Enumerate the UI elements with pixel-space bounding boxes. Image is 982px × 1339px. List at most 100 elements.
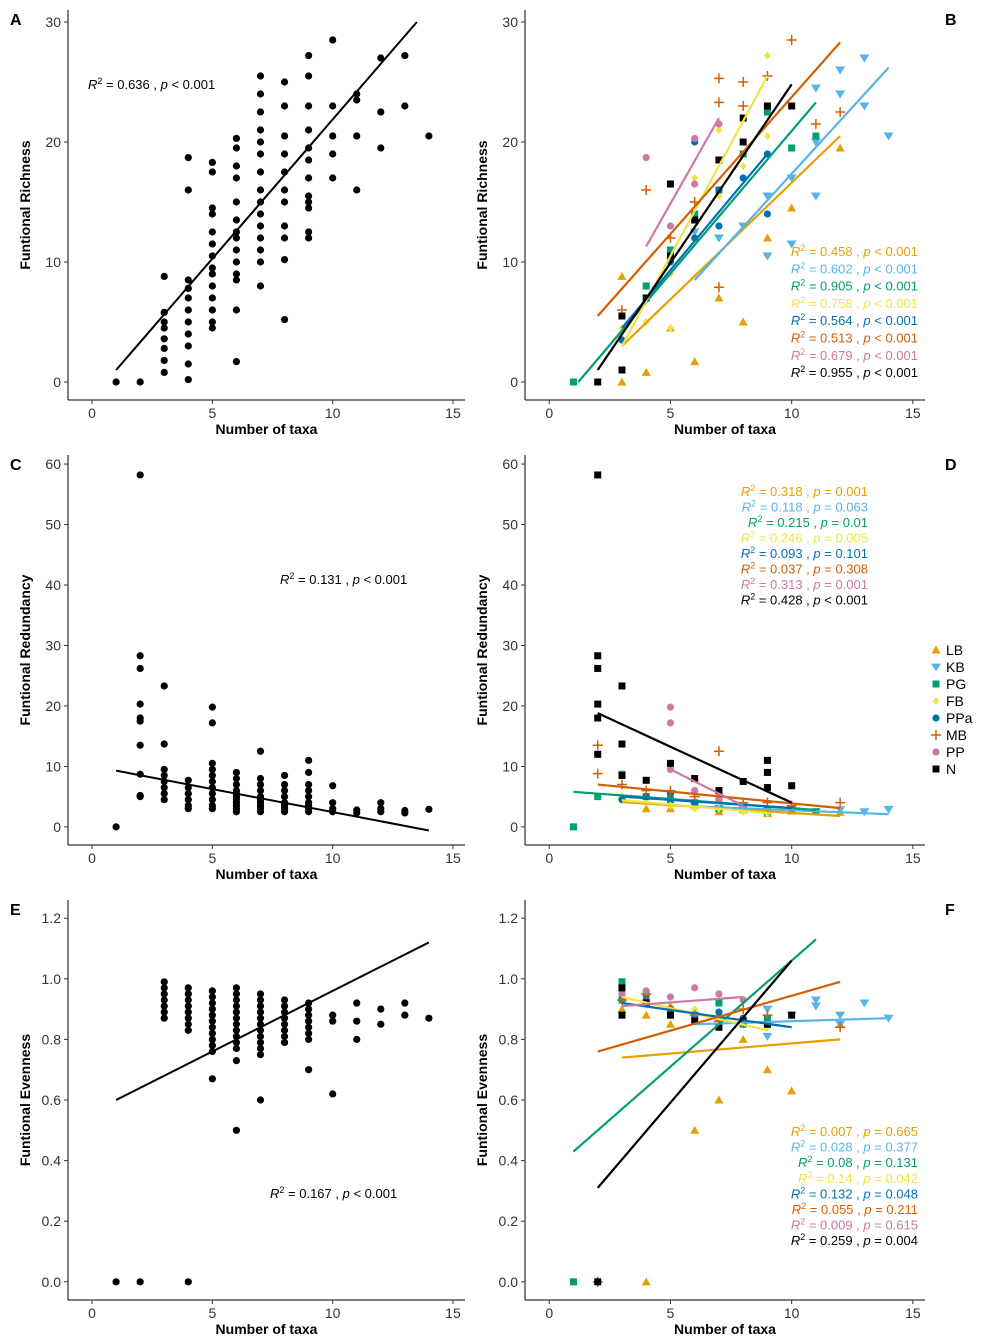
data-point (280, 222, 289, 230)
regression-line-ppa (621, 1001, 792, 1029)
data-point (208, 796, 216, 804)
panel-letter: E (10, 902, 21, 919)
data-point (690, 357, 700, 366)
data-point (208, 282, 216, 290)
stats-n: R2 = 0.259 , p = 0.004 (791, 1232, 918, 1248)
y-tick-label: 30 (502, 637, 518, 653)
data-point (810, 138, 821, 147)
y-tick-label: 0 (510, 374, 518, 390)
y-tick-label: 0.2 (499, 1213, 519, 1229)
data-point (208, 1005, 216, 1013)
regression-line (115, 941, 430, 1101)
regression-line-n (596, 959, 793, 1189)
data-point (136, 471, 144, 479)
data-point (160, 1008, 168, 1016)
series-pp (618, 984, 747, 1004)
data-point (208, 771, 216, 780)
triangle-down-icon (931, 663, 941, 672)
data-point (160, 368, 168, 376)
stats-mb: R2 = 0.513 , p < 0.001 (791, 330, 918, 346)
data-point (786, 240, 797, 249)
data-point (691, 180, 699, 188)
data-point (715, 126, 723, 134)
data-point (256, 1038, 265, 1047)
data-point (715, 156, 723, 164)
data-point (377, 54, 385, 62)
regression-line (115, 21, 418, 371)
data-point (738, 317, 748, 326)
data-point (184, 996, 192, 1004)
data-point (594, 652, 602, 660)
data-point (592, 740, 603, 751)
data-point (762, 1005, 773, 1014)
data-point (666, 703, 675, 711)
data-point (305, 756, 313, 764)
data-point (160, 335, 168, 343)
data-point (160, 272, 168, 280)
regression-line-n (597, 712, 793, 804)
data-point (618, 1011, 626, 1019)
data-point (208, 1011, 216, 1019)
y-tick-label: 60 (502, 456, 518, 472)
data-point (160, 796, 168, 804)
data-point (883, 132, 894, 141)
data-point (329, 782, 337, 790)
stats-lb: R2 = 0.458 , p < 0.001 (791, 243, 918, 259)
data-point (569, 1278, 577, 1286)
data-point (763, 768, 771, 776)
stats-mb: R2 = 0.037 , p = 0.308 (741, 561, 868, 577)
y-tick-label: 10 (45, 758, 61, 774)
data-point (618, 978, 626, 986)
data-point (184, 1008, 192, 1016)
data-point (232, 306, 241, 314)
data-point (280, 132, 289, 140)
x-tick-label: 15 (905, 405, 921, 421)
data-point (232, 1008, 241, 1016)
data-point (160, 308, 168, 316)
data-point (642, 776, 650, 784)
x-axis-label: Number of taxa (674, 421, 776, 437)
data-point (208, 999, 216, 1007)
data-point (184, 1002, 192, 1010)
data-point (762, 1010, 773, 1021)
data-point (329, 102, 337, 110)
y-tick-label: 0.4 (42, 1153, 62, 1169)
y-axis-label: Funtional Evenness (17, 1034, 33, 1166)
data-point (232, 990, 241, 998)
data-point (208, 1023, 216, 1031)
y-tick-label: 10 (502, 758, 518, 774)
x-tick-label: 15 (905, 1305, 921, 1321)
data-point (232, 234, 241, 242)
data-point (762, 1032, 773, 1041)
stats-annotation: R2 = 0.131 , p < 0.001 (280, 571, 407, 587)
data-point (256, 747, 265, 755)
data-point (136, 652, 144, 660)
y-tick-label: 20 (502, 698, 518, 714)
data-point (280, 1038, 289, 1047)
data-point (136, 378, 144, 386)
data-point (714, 293, 724, 302)
data-point (280, 198, 289, 206)
data-point (256, 786, 265, 795)
data-point (184, 1020, 192, 1028)
data-point (232, 1014, 241, 1022)
data-point (835, 66, 846, 75)
regression-line-n (596, 83, 793, 371)
data-point (232, 774, 241, 783)
stats-kb: R2 = 0.602 , p < 0.001 (791, 260, 918, 276)
data-point (160, 740, 168, 748)
stats-pg: R2 = 0.905 , p < 0.001 (791, 278, 918, 294)
data-point (280, 1020, 289, 1028)
y-tick-label: 30 (45, 637, 61, 653)
data-point (280, 786, 289, 795)
x-axis-label: Number of taxa (674, 866, 776, 882)
data-point (353, 186, 361, 194)
data-point (208, 210, 216, 218)
data-point (112, 823, 120, 831)
data-point (160, 996, 168, 1004)
data-point (160, 318, 168, 326)
data-point (618, 771, 626, 779)
data-point (208, 1029, 216, 1037)
legend-label-lb: LB (946, 642, 963, 658)
data-point (256, 1014, 265, 1022)
